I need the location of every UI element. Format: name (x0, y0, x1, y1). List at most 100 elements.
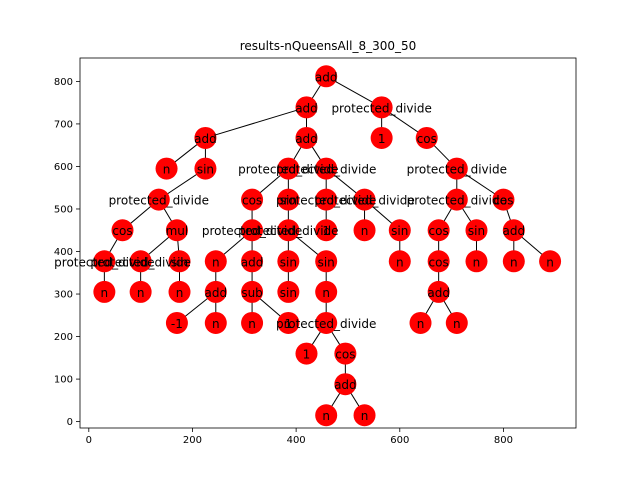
tree-node-label: protected_divide (54, 255, 154, 269)
plot-area: 0 200 400 600 800 0 100 200 300 400 500 600 700 800 ad… (54, 57, 577, 446)
tree-node-label: protected_divide (90, 255, 190, 269)
tree-node-label: add (295, 101, 318, 115)
tree-node-marker (427, 250, 450, 273)
tree-node-label: n (176, 286, 184, 300)
tree-node-marker (204, 250, 227, 273)
tree-node-marker (129, 250, 152, 273)
tree-node-label: n (510, 255, 518, 269)
y-tick-label: 100 (54, 375, 73, 386)
tree-node-label: cos (493, 194, 513, 208)
tree-node-marker (370, 96, 393, 119)
tree-node-label: cos (417, 132, 437, 146)
tree-node-label: add (295, 132, 318, 146)
tree-node-marker (502, 219, 525, 242)
tree-node-label: n (322, 286, 330, 300)
tree-node-marker (445, 188, 468, 211)
tree-node-label: 1 (378, 132, 386, 146)
tree-node-label: n (101, 286, 109, 300)
tree-node-marker (370, 126, 393, 149)
tree-node-marker (295, 126, 318, 149)
tree-node-label: add (427, 286, 450, 300)
tree-node-label: n (163, 163, 171, 177)
tree-node-marker (315, 404, 338, 427)
tree-node-marker (93, 280, 116, 303)
tree-node-marker (168, 250, 191, 273)
tree-node-marker (315, 219, 338, 242)
tree-node-marker (465, 250, 488, 273)
tree-node-label: n (453, 317, 461, 331)
tree-node-marker (277, 188, 300, 211)
tree-node-label: cos (112, 224, 132, 238)
tree-node-marker (492, 188, 515, 211)
tree-node-marker (204, 311, 227, 334)
tree-node-label: sin (318, 255, 335, 269)
tree-node-label: add (334, 378, 357, 392)
tree-node-marker (315, 250, 338, 273)
tree-node-marker (241, 280, 264, 303)
tree-node-marker (93, 250, 116, 273)
tree-node-marker (168, 280, 191, 303)
x-tick-label: 800 (494, 435, 513, 446)
x-tick-label: 400 (287, 435, 306, 446)
tree-node-marker (353, 404, 376, 427)
tree-node-marker (204, 280, 227, 303)
tree-node-marker (241, 311, 264, 334)
tree-node-label: -1 (171, 317, 183, 331)
tree-node-marker (129, 280, 152, 303)
tree-node-marker (194, 126, 217, 149)
tree-node-marker (353, 188, 376, 211)
tree-node-label: protected_divide (202, 224, 302, 238)
tree-node-marker (165, 311, 188, 334)
tree-node-marker (155, 157, 178, 180)
axes-frame (79, 57, 577, 429)
tree-node-label: protected_divide (407, 194, 507, 208)
tree-node-marker (427, 219, 450, 242)
tree-node-marker (277, 311, 300, 334)
tree-node-label: n (137, 286, 145, 300)
tree-node-label: sin (197, 163, 214, 177)
tree-node-marker (295, 342, 318, 365)
tree-node-marker (241, 250, 264, 273)
tree-node-marker (241, 188, 264, 211)
tree-node-marker (445, 157, 468, 180)
tree-node-label: add (503, 224, 526, 238)
tree-edge (205, 106, 307, 139)
y-tick-label: 300 (54, 290, 73, 301)
tree-node-marker (147, 188, 170, 211)
tree-node-label: sin (280, 194, 297, 208)
tree-node-label: protected_divide (276, 317, 376, 331)
chart-title: results-nQueensAll_8_300_50 (240, 39, 417, 53)
y-tick-label: 200 (54, 332, 73, 343)
tree-node-marker (388, 250, 411, 273)
tree-node-marker (277, 219, 300, 242)
tree-node-marker (277, 157, 300, 180)
tree-node-label: n (546, 255, 554, 269)
x-tick-label: 200 (183, 435, 202, 446)
tree-node-marker (315, 280, 338, 303)
tree-node-marker (409, 311, 432, 334)
tree-node-label: n (322, 409, 330, 423)
tree-node-marker (427, 280, 450, 303)
tree-node-label: protected_divide (331, 101, 431, 115)
tree-node-marker (415, 126, 438, 149)
tree-node-label: mul (166, 224, 189, 238)
tree-node-marker (165, 219, 188, 242)
tree-node-marker (445, 311, 468, 334)
y-tick-label: 600 (54, 162, 73, 173)
tree-node-label: protected_divide (109, 194, 209, 208)
tree-node-marker (277, 280, 300, 303)
tree-node-label: sin (391, 224, 408, 238)
tree-node-label: n (248, 317, 256, 331)
tree-node-label: n (396, 255, 404, 269)
tree-node-marker (194, 157, 217, 180)
tree-node-label: sub (241, 286, 262, 300)
tree-node-label: n (212, 317, 220, 331)
tree-node-marker (241, 219, 264, 242)
tree-node-label: n (417, 317, 425, 331)
tree-node-label: cos (429, 255, 449, 269)
tree-node-label: add (315, 70, 338, 84)
tree-node-label: cos (242, 194, 262, 208)
tree-node-label: sin (280, 286, 297, 300)
tree-node-marker (315, 311, 338, 334)
tree-node-label: add (241, 255, 264, 269)
